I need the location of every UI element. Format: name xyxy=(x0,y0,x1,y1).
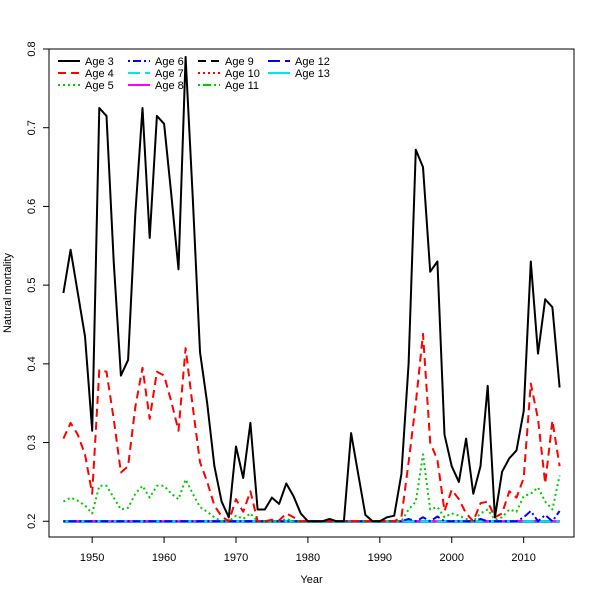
legend-label: Age 11 xyxy=(225,80,259,92)
legend-label: Age 13 xyxy=(295,68,330,80)
y-tick-label: 0.6 xyxy=(26,199,38,214)
y-axis: 0.2 0.3 0.4 0.5 0.6 0.7 0.8 xyxy=(26,41,49,529)
y-tick-label: 0.4 xyxy=(26,356,38,371)
legend-label: Age 10 xyxy=(225,68,260,80)
legend-label: Age 12 xyxy=(295,56,330,68)
legend-label: Age 5 xyxy=(85,80,114,92)
x-tick-label: 2000 xyxy=(439,552,463,564)
x-tick-label: 2010 xyxy=(511,552,535,564)
y-tick-label: 0.5 xyxy=(26,277,38,292)
series-line-age-5 xyxy=(62,453,561,523)
x-axis-title: Year xyxy=(300,574,323,586)
series-line-age-6 xyxy=(63,510,561,523)
y-tick-label: 0.3 xyxy=(26,435,38,450)
plot-frame xyxy=(48,48,575,538)
legend-label: Age 6 xyxy=(155,56,184,68)
legend-label: Age 3 xyxy=(85,56,114,68)
x-axis: 1950 1960 1970 1980 1990 2000 2010 xyxy=(80,537,536,564)
x-tick-label: 1950 xyxy=(80,552,104,564)
y-tick-label: 0.2 xyxy=(26,514,38,529)
x-tick-label: 1970 xyxy=(224,552,248,564)
series-line-age-4 xyxy=(62,332,561,523)
legend-label: Age 7 xyxy=(155,68,184,80)
series-lines xyxy=(62,55,561,523)
series-line-age-3 xyxy=(62,55,561,523)
x-tick-label: 1980 xyxy=(296,552,320,564)
x-tick-label: 1990 xyxy=(368,552,392,564)
x-tick-label: 1960 xyxy=(152,552,176,564)
y-tick-label: 0.7 xyxy=(26,120,38,135)
legend-label: Age 9 xyxy=(225,56,254,68)
y-tick-label: 0.8 xyxy=(26,41,38,56)
y-axis-title: Natural mortality xyxy=(2,252,14,333)
legend-label: Age 8 xyxy=(155,80,184,92)
legend-label: Age 4 xyxy=(85,68,114,80)
